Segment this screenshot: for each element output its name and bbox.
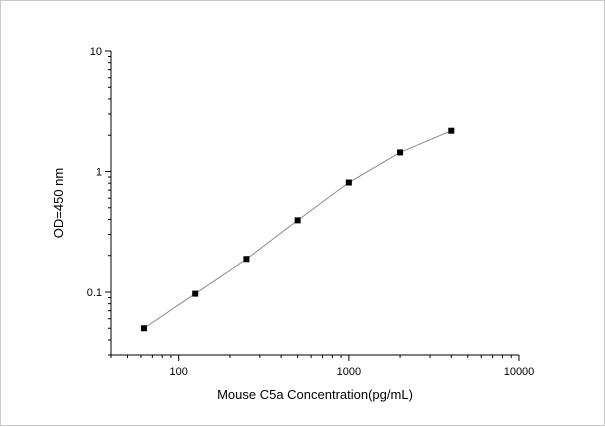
plot-area: [140, 127, 455, 332]
data-point: [448, 127, 455, 134]
y-ticks: 0.1 1 10: [87, 46, 111, 356]
data-point: [294, 217, 301, 224]
series-line: [143, 130, 452, 329]
data-point: [345, 179, 352, 186]
y-axis-title: OD=450 nm: [51, 168, 66, 238]
y-tick-label: 10: [90, 46, 102, 58]
data-point: [140, 325, 147, 332]
data-point: [397, 149, 404, 156]
y-tick-label: 0.1: [87, 287, 102, 299]
data-point: [243, 256, 250, 263]
x-tick-label: 1000: [337, 366, 361, 378]
x-tick-label: 100: [170, 366, 188, 378]
x-tick-label: 10000: [504, 366, 535, 378]
x-axis-title: Mouse C5a Concentration(pg/mL): [217, 387, 413, 402]
data-point: [192, 290, 199, 297]
y-tick-label: 1: [96, 166, 102, 178]
x-ticks: 100 1000 10000: [110, 355, 535, 378]
